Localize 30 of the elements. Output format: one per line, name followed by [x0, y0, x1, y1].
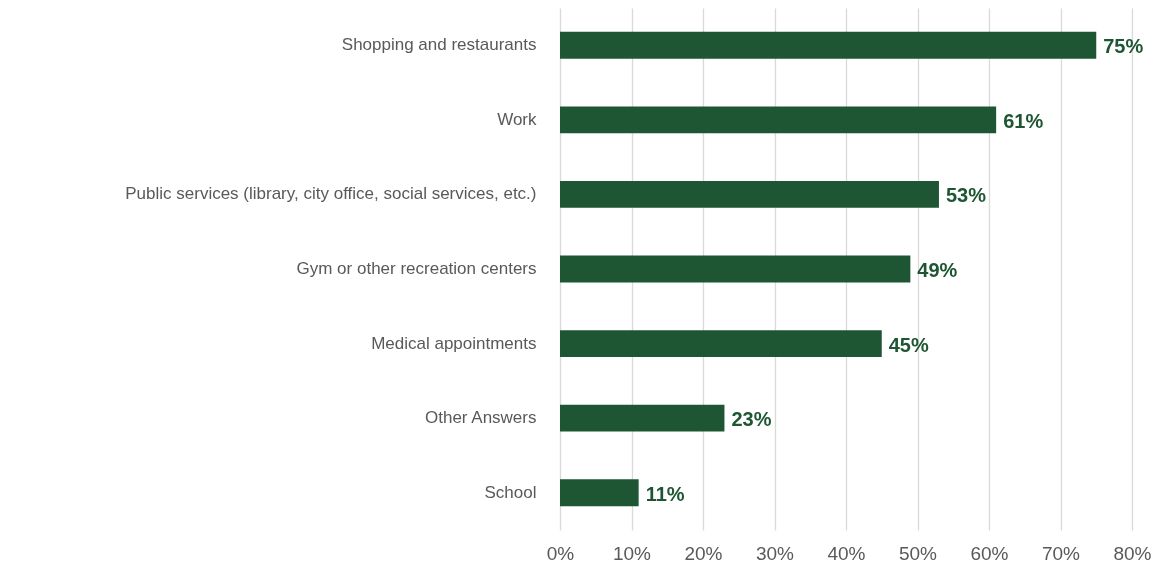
y-tick-label: School [484, 482, 537, 502]
x-tick-label: 20% [684, 542, 723, 564]
y-tick-label: Other Answers [425, 408, 537, 428]
data-label: 75% [1103, 35, 1144, 58]
bar [560, 479, 639, 507]
y-tick-label: Shopping and restaurants [341, 35, 537, 55]
bar [560, 330, 882, 357]
data-label: 49% [917, 259, 958, 281]
x-tick-label: 40% [827, 542, 866, 564]
x-tick-label: 70% [1041, 542, 1081, 564]
x-tick-label: 50% [898, 542, 938, 564]
bar [560, 106, 997, 134]
bar [560, 31, 1097, 59]
y-tick-label: Gym or other recreation centers [296, 259, 537, 278]
y-tick-label: Work [497, 109, 537, 129]
x-tick-label: 10% [612, 542, 652, 564]
bar [560, 404, 725, 432]
y-tick-label: Medical appointments [371, 333, 537, 353]
y-tick-label: Public services (library, city office, social services, etc.) [125, 184, 537, 204]
x-tick-label: 60% [970, 542, 1009, 564]
x-tick-label: 30% [755, 542, 795, 564]
bar [560, 255, 911, 283]
data-label: 45% [888, 333, 929, 356]
x-tick-label: 0% [546, 542, 575, 564]
x-tick-label: 80% [1113, 542, 1152, 564]
data-label: 61% [1003, 109, 1044, 132]
data-label: 23% [731, 408, 772, 431]
data-label: 11% [645, 482, 685, 505]
data-label: 53% [945, 184, 987, 207]
bar [560, 181, 939, 208]
